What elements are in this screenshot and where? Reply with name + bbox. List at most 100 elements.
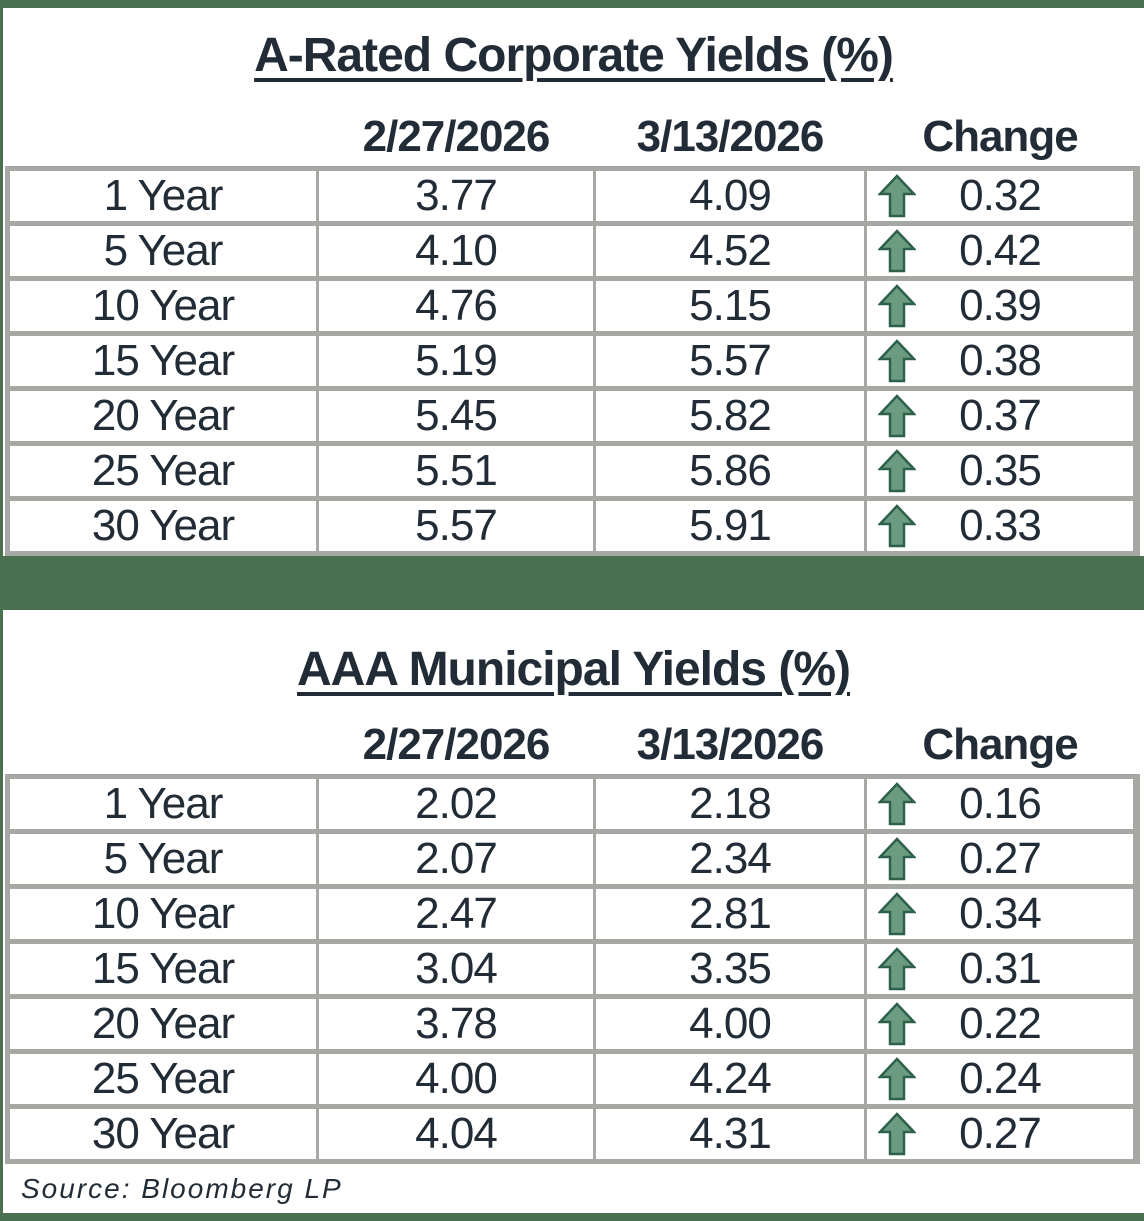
change-cell: 0.16: [867, 779, 1133, 829]
term-cell: 30 Year: [10, 1109, 316, 1159]
change-direction-up: [878, 504, 916, 548]
up-arrow-icon: [878, 1057, 916, 1101]
bottom-accent-bar: [0, 1213, 1144, 1221]
change-value: 0.38: [959, 336, 1042, 385]
column-header-curr-date: 3/13/2026: [636, 720, 825, 769]
column-header-term: [10, 112, 316, 162]
term-cell: 25 Year: [10, 1054, 316, 1104]
change-value: 0.39: [959, 281, 1042, 330]
change-cell: 0.35: [867, 446, 1133, 496]
change-cell: 0.34: [867, 889, 1133, 939]
change-direction-up: [878, 1112, 916, 1156]
prev-yield-cell: 3.77: [319, 171, 593, 221]
change-value: 0.32: [959, 171, 1042, 220]
change-direction-up: [878, 229, 916, 273]
change-value: 0.42: [959, 226, 1042, 275]
change-direction-up: [878, 947, 916, 991]
change-value: 0.24: [959, 1054, 1042, 1103]
municipal-yields-section: AAA Municipal Yields (%) 2/27/2026 3/13/…: [0, 610, 1144, 1164]
change-cell: 0.37: [867, 391, 1133, 441]
curr-yield-cell: 2.18: [596, 779, 864, 829]
up-arrow-icon: [878, 1112, 916, 1156]
section-divider-band: [0, 556, 1144, 610]
term-cell: 15 Year: [10, 336, 316, 386]
change-direction-up: [878, 394, 916, 438]
prev-yield-cell: 5.51: [319, 446, 593, 496]
change-cell: 0.42: [867, 226, 1133, 276]
term-cell: 15 Year: [10, 944, 316, 994]
change-direction-up: [878, 837, 916, 881]
term-cell: 1 Year: [10, 779, 316, 829]
column-header-prev-date: 2/27/2026: [362, 720, 551, 769]
change-cell: 0.31: [867, 944, 1133, 994]
column-header-change: Change: [922, 720, 1078, 769]
municipal-yields-table: 1 Year 2.02 2.18 0.16 5 Year 2.07 2.34 0.27 10 Y…: [5, 774, 1140, 1164]
curr-yield-cell: 4.09: [596, 171, 864, 221]
up-arrow-icon: [878, 229, 916, 273]
term-cell: 10 Year: [10, 281, 316, 331]
change-value: 0.27: [959, 834, 1042, 883]
curr-yield-cell: 5.57: [596, 336, 864, 386]
term-cell: 10 Year: [10, 889, 316, 939]
change-cell: 0.32: [867, 171, 1133, 221]
change-value: 0.22: [959, 999, 1042, 1048]
up-arrow-icon: [878, 892, 916, 936]
prev-yield-cell: 5.19: [319, 336, 593, 386]
source-note: Source: Bloomberg LP: [0, 1164, 1144, 1213]
column-header-term: [10, 720, 316, 770]
curr-yield-cell: 4.00: [596, 999, 864, 1049]
up-arrow-icon: [878, 339, 916, 383]
change-cell: 0.39: [867, 281, 1133, 331]
municipal-yields-title: AAA Municipal Yields (%): [297, 643, 851, 696]
term-cell: 5 Year: [10, 834, 316, 884]
prev-yield-cell: 4.00: [319, 1054, 593, 1104]
prev-yield-cell: 2.02: [319, 779, 593, 829]
corporate-yields-title: A-Rated Corporate Yields (%): [254, 29, 894, 82]
curr-yield-cell: 4.31: [596, 1109, 864, 1159]
curr-yield-cell: 4.52: [596, 226, 864, 276]
corporate-yields-section: A-Rated Corporate Yields (%) 2/27/2026 3…: [0, 8, 1144, 556]
term-cell: 20 Year: [10, 391, 316, 441]
change-value: 0.27: [959, 1109, 1042, 1158]
up-arrow-icon: [878, 284, 916, 328]
curr-yield-cell: 4.24: [596, 1054, 864, 1104]
change-direction-up: [878, 174, 916, 218]
curr-yield-cell: 5.86: [596, 446, 864, 496]
change-direction-up: [878, 892, 916, 936]
municipal-yields-header-row: 2/27/2026 3/13/2026 Change: [5, 720, 1140, 769]
prev-yield-cell: 5.45: [319, 391, 593, 441]
prev-yield-cell: 4.76: [319, 281, 593, 331]
top-accent-bar: [0, 0, 1144, 8]
change-value: 0.16: [959, 779, 1042, 828]
change-cell: 0.33: [867, 501, 1133, 551]
curr-yield-cell: 5.15: [596, 281, 864, 331]
curr-yield-cell: 5.91: [596, 501, 864, 551]
change-direction-up: [878, 449, 916, 493]
change-cell: 0.24: [867, 1054, 1133, 1104]
change-value: 0.37: [959, 391, 1042, 440]
change-value: 0.33: [959, 501, 1042, 550]
up-arrow-icon: [878, 782, 916, 826]
up-arrow-icon: [878, 947, 916, 991]
curr-yield-cell: 5.82: [596, 391, 864, 441]
up-arrow-icon: [878, 449, 916, 493]
term-cell: 25 Year: [10, 446, 316, 496]
prev-yield-cell: 4.10: [319, 226, 593, 276]
change-direction-up: [878, 782, 916, 826]
up-arrow-icon: [878, 174, 916, 218]
column-header-curr-date: 3/13/2026: [636, 112, 825, 161]
change-value: 0.34: [959, 889, 1042, 938]
column-header-change: Change: [922, 112, 1078, 161]
term-cell: 30 Year: [10, 501, 316, 551]
prev-yield-cell: 4.04: [319, 1109, 593, 1159]
change-cell: 0.27: [867, 1109, 1133, 1159]
up-arrow-icon: [878, 394, 916, 438]
change-direction-up: [878, 1057, 916, 1101]
change-cell: 0.38: [867, 336, 1133, 386]
up-arrow-icon: [878, 1002, 916, 1046]
up-arrow-icon: [878, 504, 916, 548]
corporate-yields-header-row: 2/27/2026 3/13/2026 Change: [5, 112, 1140, 161]
change-direction-up: [878, 1002, 916, 1046]
change-direction-up: [878, 339, 916, 383]
curr-yield-cell: 2.34: [596, 834, 864, 884]
